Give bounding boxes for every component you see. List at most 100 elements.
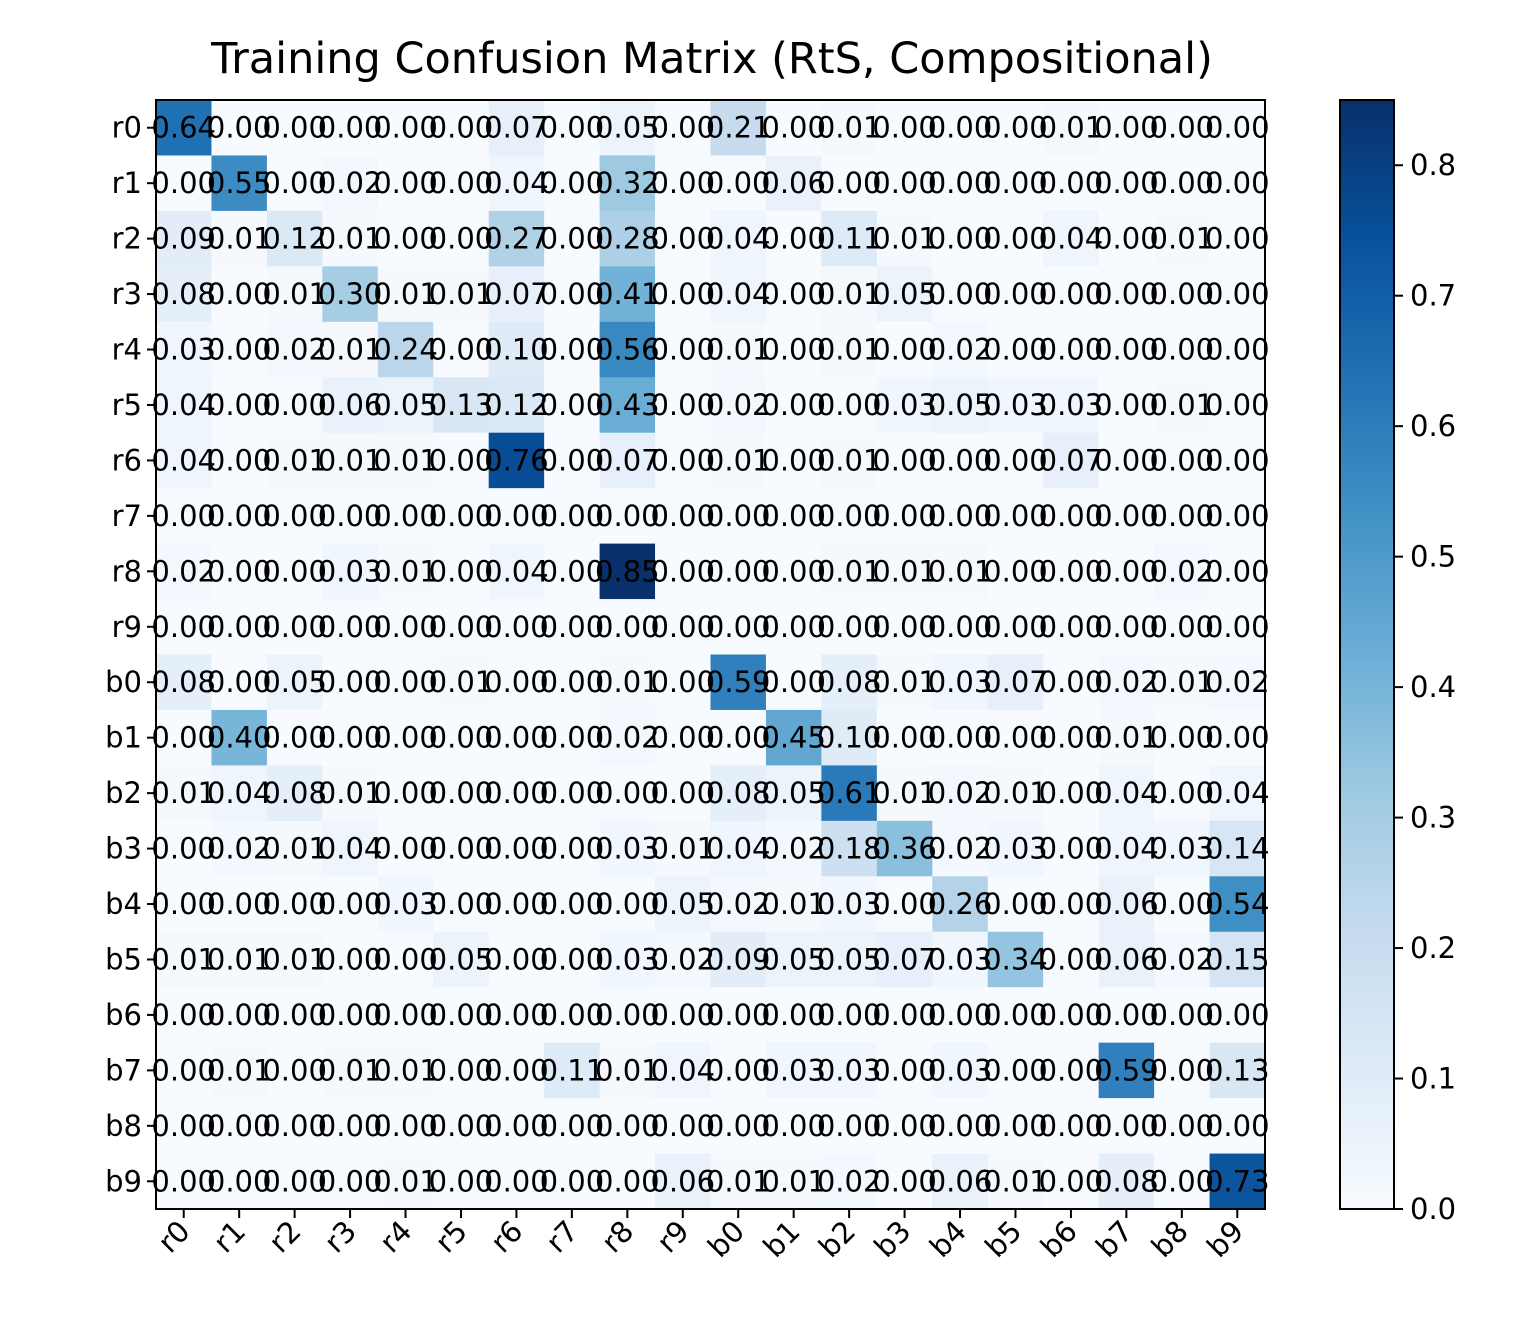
cell-value-label: 0.02 bbox=[1205, 665, 1270, 699]
heatmap-cell bbox=[932, 266, 989, 323]
heatmap-cell bbox=[1154, 709, 1211, 766]
cell-value-label: 0.00 bbox=[1205, 610, 1270, 644]
cell-value-label: 0.00 bbox=[151, 721, 216, 755]
heatmap-cell bbox=[433, 155, 490, 212]
heatmap-cell bbox=[876, 266, 933, 323]
cell-value-label: 0.00 bbox=[1094, 1109, 1159, 1143]
cell-value-label: 0.01 bbox=[318, 776, 383, 810]
cell-value-label: 0.01 bbox=[650, 832, 715, 866]
heatmap-cell bbox=[655, 266, 711, 323]
heatmap-cell bbox=[876, 876, 933, 933]
heatmap-cell bbox=[1209, 876, 1266, 933]
heatmap-cell bbox=[1043, 765, 1100, 822]
heatmap-cell bbox=[655, 1042, 711, 1099]
heatmap-cell bbox=[987, 1042, 1044, 1099]
heatmap-cell bbox=[211, 155, 268, 212]
heatmap-cell bbox=[1043, 931, 1100, 988]
colorbar-tick-label: 0.6 bbox=[1410, 409, 1456, 443]
heatmap-cell bbox=[544, 987, 601, 1044]
heatmap-cell bbox=[1098, 543, 1155, 600]
heatmap-cell bbox=[1154, 931, 1211, 988]
cell-value-label: 0.00 bbox=[983, 166, 1048, 200]
cell-value-label: 0.00 bbox=[429, 887, 494, 921]
heatmap-cell bbox=[876, 1098, 933, 1155]
cell-value-label: 0.01 bbox=[872, 776, 937, 810]
heatmap-cell bbox=[932, 599, 989, 655]
heatmap-cell bbox=[765, 432, 822, 489]
cell-value-label: 0.00 bbox=[1039, 554, 1104, 588]
cell-value-label: 0.12 bbox=[262, 222, 327, 256]
heatmap-cell bbox=[932, 654, 989, 711]
heatmap-cell bbox=[433, 654, 490, 711]
heatmap-cell bbox=[1098, 654, 1155, 711]
cell-value-label: 0.27 bbox=[484, 222, 549, 256]
heatmap-cell bbox=[544, 321, 601, 378]
heatmap-cell bbox=[377, 709, 434, 766]
y-tick-label: r0 bbox=[112, 111, 142, 145]
y-tick-label: r6 bbox=[112, 443, 142, 477]
cell-value-label: 0.00 bbox=[706, 499, 771, 533]
heatmap-cell bbox=[821, 820, 878, 877]
cell-value-label: 0.00 bbox=[540, 277, 605, 311]
heatmap-cell bbox=[599, 1153, 656, 1210]
cell-value-label: 0.05 bbox=[262, 665, 327, 699]
cell-value-label: 0.01 bbox=[872, 222, 937, 256]
heatmap-cell bbox=[1043, 432, 1100, 489]
heatmap-cell bbox=[488, 266, 545, 323]
cell-value-label: 0.00 bbox=[1094, 443, 1159, 477]
cell-value-label: 0.02 bbox=[262, 333, 327, 367]
cell-value-label: 0.54 bbox=[1205, 887, 1270, 921]
heatmap-cell bbox=[932, 820, 989, 877]
cell-value-label: 0.00 bbox=[872, 166, 937, 200]
heatmap-cell bbox=[377, 876, 434, 933]
cell-value-label: 0.00 bbox=[429, 721, 494, 755]
cell-value-label: 0.00 bbox=[1205, 222, 1270, 256]
heatmap-cell bbox=[599, 820, 656, 877]
cell-value-label: 0.00 bbox=[761, 111, 826, 145]
heatmap-cell bbox=[377, 820, 434, 877]
cell-value-label: 0.00 bbox=[761, 1109, 826, 1143]
heatmap-cell bbox=[987, 654, 1044, 711]
heatmap-cell bbox=[710, 820, 767, 877]
heatmap-cell bbox=[544, 266, 601, 323]
heatmap-cell bbox=[987, 599, 1044, 655]
cell-value-label: 0.00 bbox=[761, 665, 826, 699]
heatmap-cell bbox=[322, 210, 379, 267]
heatmap-cell bbox=[710, 488, 767, 545]
heatmap-cell bbox=[433, 1153, 490, 1210]
heatmap-cell bbox=[655, 543, 711, 600]
cell-value-label: 0.00 bbox=[928, 1109, 993, 1143]
heatmap-cell bbox=[266, 1042, 323, 1099]
x-axis-ticks: r0 r1 r2 r3 r4 r5 r6 r7 r8 r9 b0 b1 b2 b3 b4 b5 b6 b7 b8 b9 bbox=[151, 1209, 1250, 1264]
cell-value-label: 0.00 bbox=[262, 887, 327, 921]
heatmap-cell bbox=[599, 876, 656, 933]
cell-value-label: 0.00 bbox=[1039, 499, 1104, 533]
heatmap-cell bbox=[377, 1042, 434, 1099]
x-tick-label: b0 bbox=[701, 1214, 751, 1264]
cell-value-label: 0.00 bbox=[983, 998, 1048, 1032]
cell-value-label: 0.15 bbox=[1205, 942, 1270, 976]
heatmap-cell bbox=[987, 266, 1044, 323]
cell-value-label: 0.00 bbox=[1039, 776, 1104, 810]
cell-value-label: 0.00 bbox=[318, 499, 383, 533]
heatmap-cell bbox=[544, 100, 601, 156]
cell-value-label: 0.56 bbox=[595, 333, 660, 367]
heatmap-cell bbox=[876, 488, 933, 545]
heatmap-cell bbox=[876, 377, 933, 434]
x-tick-label: b3 bbox=[867, 1214, 917, 1264]
heatmap-cell bbox=[156, 709, 212, 766]
heatmap-cell bbox=[322, 100, 379, 156]
heatmap-cell bbox=[544, 709, 601, 766]
cell-value-label: 0.64 bbox=[151, 111, 216, 145]
heatmap-cell bbox=[599, 543, 656, 600]
colorbar-tick-label: 0.0 bbox=[1410, 1192, 1456, 1226]
cell-value-label: 0.01 bbox=[373, 1053, 438, 1087]
heatmap-cell bbox=[1043, 100, 1100, 156]
cell-value-label: 0.00 bbox=[429, 832, 494, 866]
cell-value-label: 0.00 bbox=[983, 1109, 1048, 1143]
cell-value-label: 0.00 bbox=[650, 665, 715, 699]
cell-value-label: 0.26 bbox=[928, 887, 993, 921]
cell-value-label: 0.00 bbox=[1205, 998, 1270, 1032]
heatmap-cell bbox=[1209, 488, 1266, 545]
cell-value-label: 0.28 bbox=[595, 222, 660, 256]
